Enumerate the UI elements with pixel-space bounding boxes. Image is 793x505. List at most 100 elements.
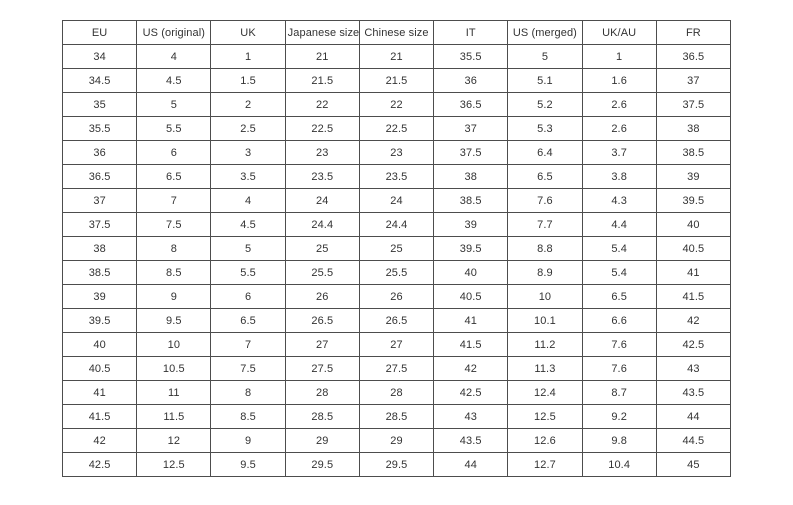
table-cell: 4.4 <box>581 212 657 237</box>
table-cell: 24 <box>284 188 360 213</box>
table-cell: 23 <box>358 140 435 165</box>
column-header: FR <box>655 20 732 45</box>
table-row: 40 10 7 27 27 41.5 11.2 7.6 42.5 <box>61 332 732 357</box>
table-cell: 26.5 <box>358 308 435 333</box>
table-cell: 12.5 <box>507 404 583 429</box>
table-body: 34 4 1 21 21 35.5 5 1 36.5 34.5 4.5 1.5 21.5 21.5 36 5.… <box>61 44 732 477</box>
table-cell: 23 <box>284 140 360 165</box>
table-cell: 41.5 <box>655 284 732 309</box>
table-cell: 44 <box>433 452 509 477</box>
table-cell: 4 <box>210 188 286 213</box>
table-cell: 4.5 <box>136 68 212 93</box>
table-cell: 40.5 <box>433 284 509 309</box>
column-header: Chinese size <box>358 20 435 45</box>
table-cell: 23.5 <box>358 164 435 189</box>
table-cell: 39.5 <box>433 236 509 261</box>
table-cell: 42.5 <box>433 380 509 405</box>
table-cell: 27 <box>358 332 435 357</box>
table-cell: 2.6 <box>581 92 657 117</box>
table-cell: 1.5 <box>210 68 286 93</box>
shoe-size-conversion-table: EU US (original) UK Japanese size Chinese si… <box>61 20 732 477</box>
table-cell: 24 <box>358 188 435 213</box>
column-header: UK/AU <box>581 20 657 45</box>
table-cell: 21.5 <box>358 68 435 93</box>
table-cell: 27 <box>284 332 360 357</box>
table-cell: 7.5 <box>210 356 286 381</box>
table-cell: 3.5 <box>210 164 286 189</box>
table-cell: 39 <box>61 284 138 309</box>
table-cell: 40.5 <box>61 356 138 381</box>
table-cell: 21 <box>358 44 435 69</box>
table-row: 35 5 2 22 22 36.5 5.2 2.6 37.5 <box>61 92 732 117</box>
table-cell: 21.5 <box>284 68 360 93</box>
table-cell: 35 <box>61 92 138 117</box>
table-cell: 12.4 <box>507 380 583 405</box>
table-cell: 39.5 <box>655 188 732 213</box>
table-cell: 10.1 <box>507 308 583 333</box>
table-cell: 44.5 <box>655 428 732 453</box>
table-row: 39.5 9.5 6.5 26.5 26.5 41 10.1 6.6 42 <box>61 308 732 333</box>
table-cell: 7.5 <box>136 212 212 237</box>
table-cell: 42.5 <box>655 332 732 357</box>
table-cell: 6.5 <box>581 284 657 309</box>
table-row: 38.5 8.5 5.5 25.5 25.5 40 8.9 5.4 41 <box>61 260 732 285</box>
table-cell: 1 <box>210 44 286 69</box>
table-cell: 7.7 <box>507 212 583 237</box>
table-cell: 36.5 <box>61 164 138 189</box>
table-cell: 41 <box>61 380 138 405</box>
table-cell: 29 <box>358 428 435 453</box>
table-cell: 38.5 <box>61 260 138 285</box>
table-cell: 45 <box>655 452 732 477</box>
column-header: US (merged) <box>507 20 583 45</box>
table-cell: 10 <box>507 284 583 309</box>
table-cell: 43.5 <box>655 380 732 405</box>
table-cell: 11.2 <box>507 332 583 357</box>
table-row: 42.5 12.5 9.5 29.5 29.5 44 12.7 10.4 45 <box>61 452 732 477</box>
table-cell: 5.2 <box>507 92 583 117</box>
table-cell: 6.5 <box>136 164 212 189</box>
table-cell: 9 <box>210 428 286 453</box>
table-cell: 12.6 <box>507 428 583 453</box>
table-cell: 5.4 <box>581 236 657 261</box>
table-cell: 21 <box>284 44 360 69</box>
column-header: Japanese size <box>284 20 360 45</box>
table-row: 34.5 4.5 1.5 21.5 21.5 36 5.1 1.6 37 <box>61 68 732 93</box>
table-cell: 9.5 <box>210 452 286 477</box>
table-cell: 3.8 <box>581 164 657 189</box>
table-cell: 10.4 <box>581 452 657 477</box>
table-cell: 9 <box>136 284 212 309</box>
table-cell: 7.6 <box>581 332 657 357</box>
table-cell: 41 <box>433 308 509 333</box>
table-cell: 24.4 <box>284 212 360 237</box>
table-cell: 2 <box>210 92 286 117</box>
table-cell: 22.5 <box>358 116 435 141</box>
table-cell: 7.6 <box>581 356 657 381</box>
table-cell: 37.5 <box>61 212 138 237</box>
table-row: 35.5 5.5 2.5 22.5 22.5 37 5.3 2.6 38 <box>61 116 732 141</box>
table-cell: 27.5 <box>284 356 360 381</box>
table-cell: 37 <box>655 68 732 93</box>
table-cell: 10 <box>136 332 212 357</box>
table-cell: 5.4 <box>581 260 657 285</box>
table-row: 40.5 10.5 7.5 27.5 27.5 42 11.3 7.6 43 <box>61 356 732 381</box>
table-cell: 5.5 <box>136 116 212 141</box>
table-cell: 5.5 <box>210 260 286 285</box>
table-cell: 6 <box>136 140 212 165</box>
table-cell: 42 <box>655 308 732 333</box>
table-cell: 37.5 <box>655 92 732 117</box>
table-cell: 11.5 <box>136 404 212 429</box>
table-row: 36 6 3 23 23 37.5 6.4 3.7 38.5 <box>61 140 732 165</box>
table-cell: 36.5 <box>655 44 732 69</box>
table-cell: 28.5 <box>284 404 360 429</box>
table-row: 37.5 7.5 4.5 24.4 24.4 39 7.7 4.4 40 <box>61 212 732 237</box>
table-cell: 8.7 <box>581 380 657 405</box>
column-header: US (original) <box>136 20 212 45</box>
table-cell: 6.5 <box>210 308 286 333</box>
table-cell: 27.5 <box>358 356 435 381</box>
table-cell: 7 <box>210 332 286 357</box>
table-cell: 8.8 <box>507 236 583 261</box>
table-cell: 5 <box>507 44 583 69</box>
table-cell: 5 <box>136 92 212 117</box>
table-cell: 40 <box>433 260 509 285</box>
